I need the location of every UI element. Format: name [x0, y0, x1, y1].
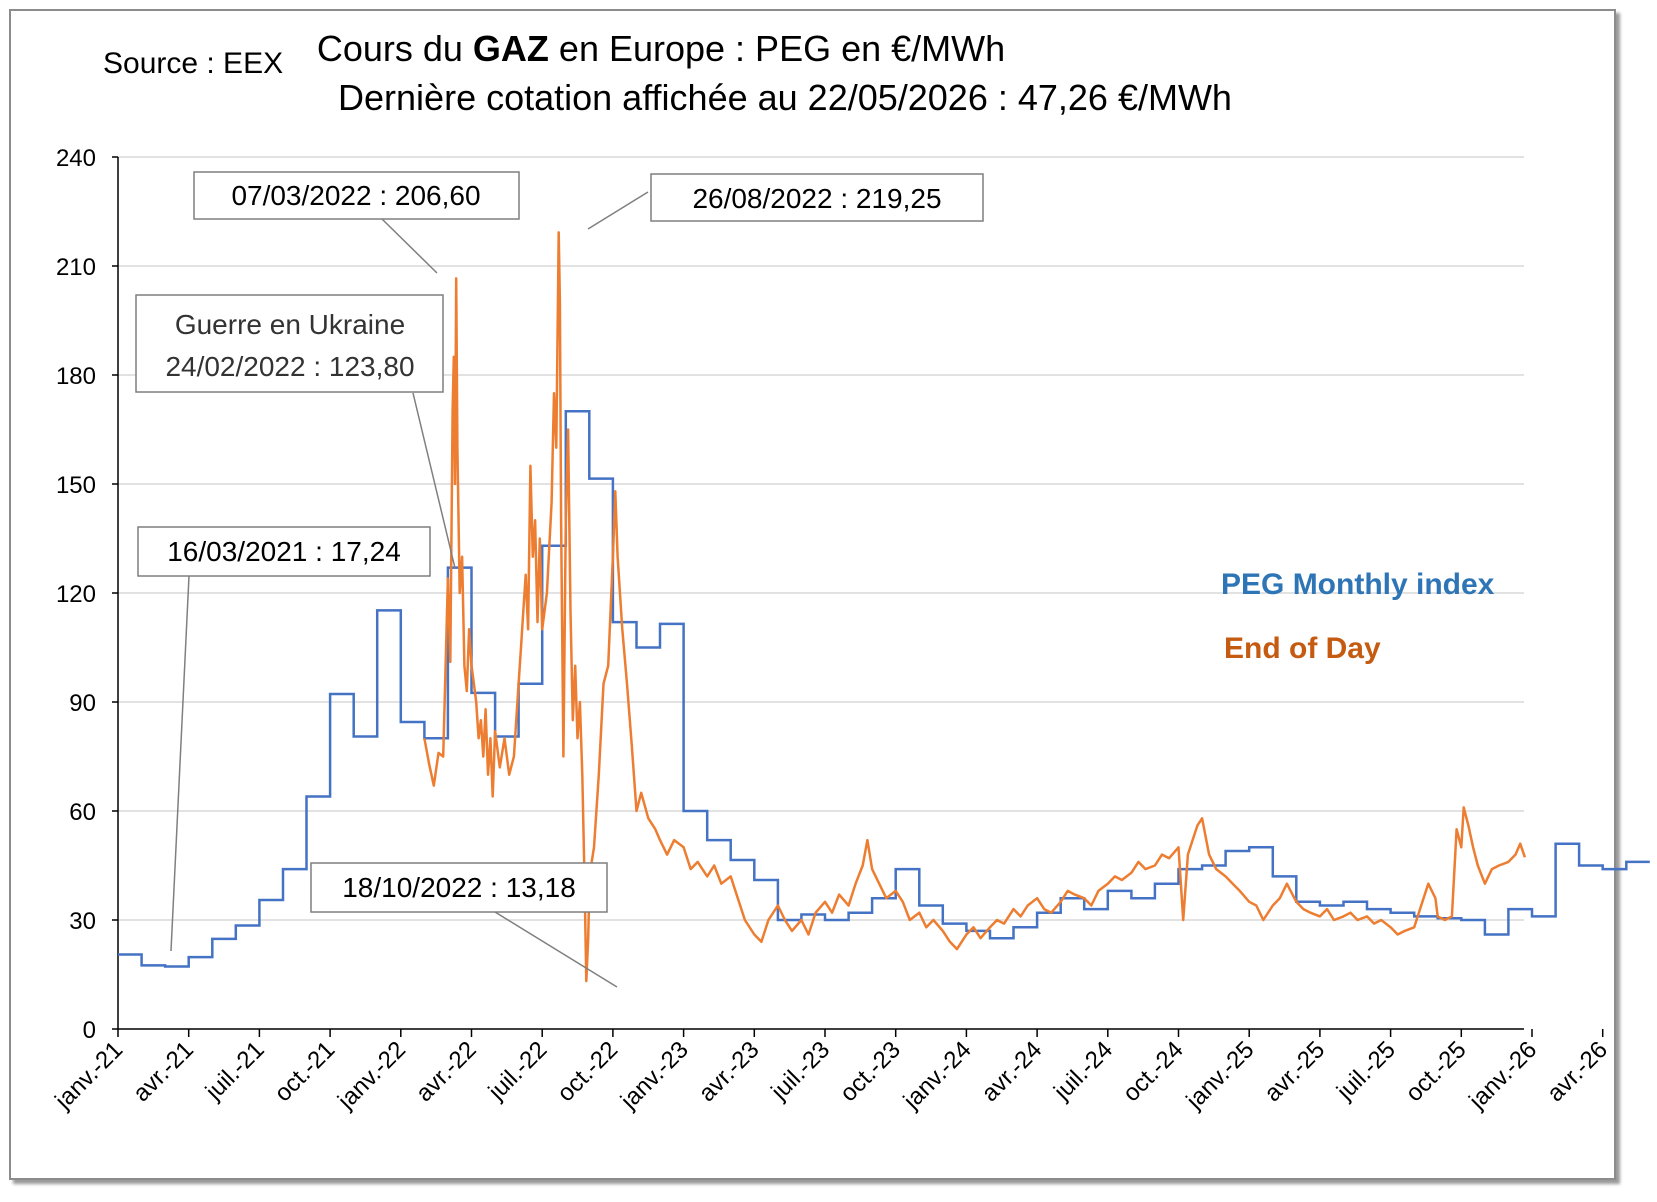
title-suffix: en Europe : PEG en €/MWh [549, 28, 1005, 69]
x-tick-label: oct.-22 [552, 1036, 623, 1107]
x-tick-label: oct.-24 [1118, 1036, 1189, 1107]
x-tick-label: janv.-22 [332, 1036, 411, 1115]
chart-frame: Source : EEX Cours du GAZ en Europe : PE… [9, 9, 1650, 1180]
x-tick-label: oct.-23 [835, 1036, 906, 1107]
annotation-a3-line2: 24/02/2022 : 123,80 [165, 351, 414, 382]
y-tick-label: 150 [56, 472, 96, 499]
legend-eod: End of Day [1224, 632, 1381, 665]
annotation-a2-text: 26/08/2022 : 219,25 [692, 183, 941, 214]
leader-a4 [170, 575, 190, 952]
x-tick-label: juil.-21 [200, 1036, 270, 1106]
annotation-a5-text: 18/10/2022 : 13,18 [342, 872, 576, 903]
annotation-a3-line1: Guerre en Ukraine [175, 309, 405, 340]
leader-a5 [494, 911, 618, 988]
y-tick-label: 240 [56, 145, 96, 172]
title-prefix: Cours du [317, 28, 473, 69]
y-tick-label: 120 [56, 581, 96, 608]
annotation-leaders [170, 191, 649, 988]
y-tick-label: 210 [56, 254, 96, 281]
title-bold: GAZ [473, 28, 549, 69]
annotation-a1: 07/03/2022 : 206,60 [193, 171, 520, 220]
y-tick-labels: 0 30 60 90 120 150 180 210 240 [56, 145, 96, 1044]
series-monthly-line [118, 410, 1650, 968]
leader-a1 [381, 218, 438, 274]
x-tick-label: avr.-26 [1542, 1036, 1613, 1107]
series-eod-line [423, 231, 1527, 983]
leader-a2 [587, 191, 649, 230]
x-tick-label: oct.-21 [269, 1036, 340, 1107]
y-tick-label: 60 [69, 799, 96, 826]
x-tick-label: juil.-24 [1048, 1036, 1118, 1106]
chart-title-line2: Dernière cotation affichée au 22/05/2026… [338, 77, 1232, 118]
leader-a3 [412, 392, 456, 569]
annotation-a1-text: 07/03/2022 : 206,60 [231, 180, 480, 211]
annotation-a3: Guerre en Ukraine 24/02/2022 : 123,80 [135, 294, 444, 393]
annotation-a4-text: 16/03/2021 : 17,24 [167, 536, 401, 567]
x-tick-label: juil.-23 [765, 1036, 835, 1106]
x-tick-label: juil.-25 [1331, 1036, 1401, 1106]
x-tick-label: janv.-23 [615, 1036, 694, 1115]
x-tick-label: avr.-25 [1259, 1036, 1330, 1107]
legend-monthly: PEG Monthly index [1221, 568, 1495, 601]
chart-svg: Source : EEX Cours du GAZ en Europe : PE… [49, 28, 1650, 1115]
axes [117, 157, 1604, 1037]
y-tick-label: 0 [83, 1017, 96, 1044]
annotation-a5: 18/10/2022 : 13,18 [310, 862, 608, 913]
source-label: Source : EEX [103, 47, 283, 80]
y-tick-label: 30 [69, 908, 96, 935]
annotation-a4: 16/03/2021 : 17,24 [137, 526, 431, 577]
chart-title-line1: Cours du GAZ en Europe : PEG en €/MWh [317, 28, 1005, 69]
x-tick-label: janv.-26 [1463, 1036, 1542, 1115]
y-tick-label: 180 [56, 363, 96, 390]
x-tick-label: janv.-25 [1181, 1036, 1260, 1115]
x-tick-label: juil.-22 [483, 1036, 553, 1106]
x-tick-label: avr.-22 [411, 1036, 482, 1107]
x-tick-label: oct.-25 [1401, 1036, 1472, 1107]
x-tick-label: avr.-21 [128, 1036, 199, 1107]
x-tick-label: avr.-24 [976, 1036, 1047, 1107]
x-tick-label: janv.-21 [49, 1036, 128, 1115]
x-tick-label: avr.-23 [694, 1036, 765, 1107]
series-lines [118, 231, 1650, 983]
annotation-a2: 26/08/2022 : 219,25 [650, 173, 984, 222]
x-tick-label: janv.-24 [898, 1036, 977, 1115]
y-tick-label: 90 [69, 690, 96, 717]
